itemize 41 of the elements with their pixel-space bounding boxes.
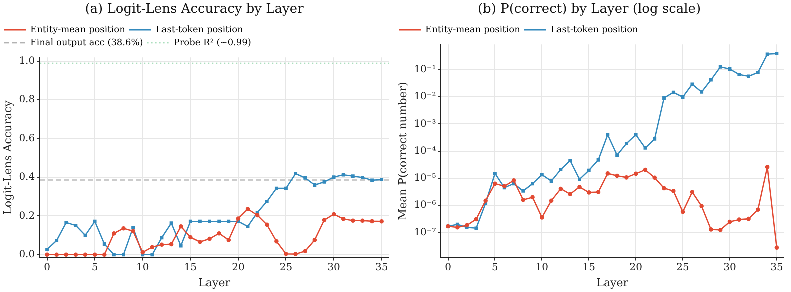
legend-label: Last-token position	[156, 25, 244, 36]
legend-label: Entity-mean position	[426, 25, 521, 36]
y-tick-label: 10⁻⁶	[414, 200, 436, 212]
y-tick-label: 10⁻⁴	[414, 146, 436, 157]
y-tick-label: 0.0	[19, 249, 36, 260]
y-tick-label: 1.0	[19, 56, 36, 68]
x-tick-label: 30	[328, 262, 340, 274]
y-tick-label: 10⁻³	[414, 118, 436, 130]
x-tick-label: 0	[445, 262, 452, 274]
legend-label: Final output acc (38.6%)	[30, 38, 144, 48]
x-tick-label: 5	[92, 262, 98, 274]
x-axis-title: Layer	[596, 276, 630, 290]
y-tick-label: 0.8	[19, 94, 36, 106]
x-tick-label: 0	[44, 262, 50, 274]
x-tick-label: 10	[536, 262, 549, 274]
y-tick-label: 10⁻²	[414, 92, 436, 103]
x-tick-label: 15	[582, 262, 596, 274]
y-tick-label: 0.2	[19, 210, 36, 222]
x-tick-label: 30	[724, 262, 736, 274]
y-tick-label: 10⁻⁷	[414, 227, 436, 238]
x-tick-label: 20	[630, 262, 642, 274]
y-tick-label: 0.6	[19, 133, 36, 144]
x-tick-label: 15	[184, 262, 198, 274]
legend-label: Probe R² (~0.99)	[174, 38, 252, 48]
x-tick-label: 25	[280, 262, 293, 274]
y-tick-label: 0.4	[19, 172, 36, 184]
chart-title: (a) Logit-Lens Accuracy by Layer	[85, 2, 305, 18]
y-axis-title: Mean P(correct number)	[396, 82, 410, 220]
chart-title: (b) P(correct) by Layer (log scale)	[478, 2, 702, 18]
x-axis-title: Layer	[198, 276, 232, 290]
x-tick-label: 20	[232, 262, 245, 274]
x-tick-label: 25	[676, 262, 690, 274]
x-tick-label: 10	[136, 262, 150, 274]
legend-label: Entity-mean position	[30, 25, 126, 36]
x-tick-label: 35	[770, 262, 784, 274]
x-tick-label: 35	[375, 262, 388, 274]
legend-label: Last-token position	[550, 25, 639, 36]
y-tick-label: 10⁻¹	[414, 64, 436, 76]
x-tick-label: 5	[492, 262, 498, 274]
y-axis-title: Logit-Lens Accuracy	[1, 100, 14, 215]
y-tick-label: 10⁻⁵	[414, 173, 436, 184]
